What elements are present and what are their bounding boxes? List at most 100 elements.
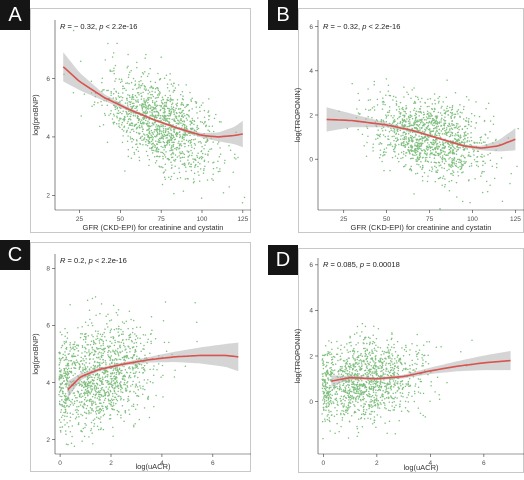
y-tick-label: 4 [46, 134, 50, 141]
scatter-point [464, 134, 466, 137]
scatter-point [146, 123, 148, 126]
scatter-point [128, 334, 130, 337]
scatter-point [88, 411, 90, 413]
scatter-point [416, 123, 418, 126]
scatter-point [130, 128, 133, 131]
scatter-point [474, 178, 476, 180]
scatter-point [372, 371, 374, 373]
scatter-point [111, 385, 113, 388]
scatter-point [448, 190, 451, 192]
scatter-point [81, 344, 84, 347]
scatter-point [466, 141, 468, 143]
scatter-point [67, 372, 70, 374]
scatter-point [419, 127, 421, 129]
scatter-point [237, 156, 239, 159]
scatter-point [63, 375, 66, 377]
scatter-point [102, 383, 104, 386]
scatter-point [70, 370, 73, 373]
scatter-point [193, 142, 196, 145]
scatter-point [141, 72, 144, 74]
scatter-point [146, 144, 149, 147]
scatter-point [409, 111, 412, 113]
scatter-point [377, 405, 379, 407]
scatter-point [174, 369, 176, 372]
scatter-point [410, 134, 412, 137]
scatter-point [127, 94, 129, 96]
scatter-point [128, 409, 130, 411]
scatter-point [109, 372, 112, 375]
scatter-point [105, 315, 107, 317]
scatter-point [126, 386, 129, 388]
scatter-point [164, 108, 166, 110]
scatter-point [387, 370, 390, 372]
scatter-point [72, 413, 74, 415]
scatter-point [419, 101, 422, 103]
scatter-point [137, 150, 140, 153]
scatter-point [101, 381, 103, 383]
scatter-point [137, 367, 139, 370]
scatter-point [145, 143, 147, 146]
scatter-point [99, 312, 101, 315]
scatter-point [129, 138, 132, 140]
scatter-point [84, 383, 87, 386]
scatter-point [147, 134, 150, 137]
scatter-point [156, 87, 158, 89]
scatter-point [78, 405, 80, 408]
scatter-point [155, 130, 158, 132]
scatter-point [383, 101, 385, 103]
scatter-point [91, 379, 94, 381]
scatter-point [375, 354, 377, 357]
scatter-point [425, 159, 427, 161]
scatter-point [326, 354, 329, 357]
scatter-point [366, 367, 368, 370]
scatter-point [373, 105, 375, 108]
scatter-point [428, 169, 431, 172]
scatter-point [413, 87, 415, 89]
scatter-point [333, 387, 335, 390]
scatter-point [142, 144, 144, 146]
scatter-point [89, 318, 91, 321]
scatter-point [76, 396, 78, 399]
scatter-point [209, 148, 211, 151]
scatter-point [367, 373, 369, 375]
scatter-point [415, 154, 418, 156]
scatter-point [163, 171, 166, 173]
scatter-point [70, 442, 73, 444]
scatter-point [131, 107, 133, 109]
scatter-point [183, 136, 185, 139]
scatter-point [187, 144, 190, 147]
scatter-point [438, 152, 440, 155]
scatter-point [120, 372, 123, 374]
scatter-point [421, 365, 423, 367]
scatter-point [61, 426, 64, 428]
scatter-point [401, 122, 404, 124]
scatter-point [68, 405, 70, 407]
scatter-point [105, 339, 108, 342]
scatter-point [375, 364, 377, 367]
scatter-point [179, 143, 181, 145]
scatter-point [346, 381, 349, 383]
scatter-point [173, 172, 175, 174]
scatter-point [126, 400, 129, 403]
scatter-point [349, 335, 351, 338]
scatter-point [179, 157, 182, 159]
scatter-point [169, 178, 172, 180]
scatter-point [411, 145, 413, 148]
scatter-point [426, 152, 428, 154]
scatter-point [128, 377, 130, 379]
scatter-point [431, 143, 433, 145]
scatter-point [417, 147, 419, 149]
scatter-point [183, 164, 186, 167]
scatter-point [66, 422, 68, 424]
scatter-point [217, 141, 220, 143]
scatter-point [120, 124, 123, 126]
scatter-point [92, 364, 95, 367]
scatter-point [140, 95, 143, 98]
scatter-point [439, 156, 442, 158]
scatter-point [357, 408, 359, 411]
scatter-point [328, 340, 330, 342]
scatter-point [207, 161, 210, 163]
scatter-point [340, 373, 343, 376]
scatter-point [149, 147, 151, 149]
scatter-point [407, 382, 409, 384]
